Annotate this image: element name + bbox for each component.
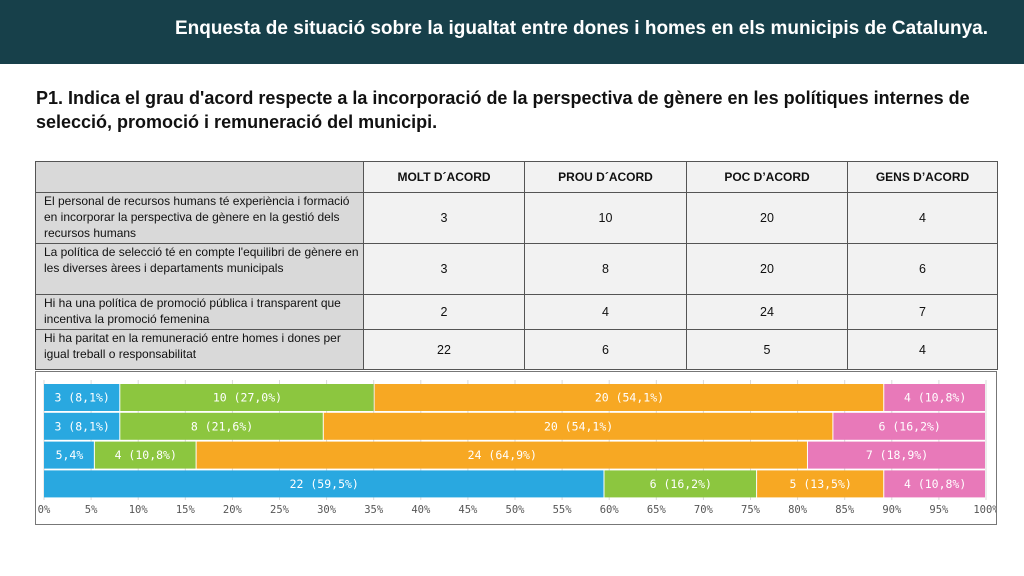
header-bar: Enquesta de situació sobre la igualtat e…	[0, 0, 1024, 64]
bar-segment	[120, 384, 374, 411]
cell-value: 5	[686, 329, 848, 370]
question-text: P1. Indica el grau d'acord respecte a la…	[36, 88, 970, 132]
table-header-row: MOLT D´ACORD PROU D´ACORD POC D’ACORD GE…	[35, 161, 998, 193]
data-label: 3 (8,1%)	[54, 391, 109, 405]
data-label: 10 (27,0%)	[213, 391, 282, 405]
cell-value: 20	[686, 243, 848, 295]
bar-segment	[604, 470, 757, 498]
bar-segment	[44, 384, 120, 411]
cell-value: 20	[686, 192, 848, 244]
cell-value: 6	[524, 329, 687, 370]
bar-segment	[44, 470, 604, 498]
x-tick-label: 100%	[973, 504, 996, 516]
x-tick-label: 70%	[694, 504, 714, 516]
row-label: Hi ha una política de promoció pública i…	[35, 294, 364, 330]
column-header: PROU D´ACORD	[524, 161, 687, 193]
bar-segment	[833, 412, 985, 440]
cell-value: 22	[363, 329, 525, 370]
x-tick-label: 55%	[553, 504, 573, 516]
data-label: 6 (16,2%)	[879, 419, 941, 433]
bar-segment	[196, 441, 807, 469]
bar-segment	[374, 384, 884, 411]
bar-segment	[120, 412, 323, 440]
x-tick-label: 35%	[364, 504, 384, 516]
table-row: Hi ha paritat en la remuneració entre ho…	[35, 329, 998, 370]
x-tick-label: 50%	[506, 504, 526, 516]
x-tick-label: 95%	[929, 504, 949, 516]
data-label: 20 (54,1%)	[544, 419, 613, 433]
x-tick-label: 90%	[882, 504, 902, 516]
survey-table: MOLT D´ACORD PROU D´ACORD POC D’ACORD GE…	[35, 161, 998, 370]
cell-value: 3	[363, 192, 525, 244]
bar-segment	[94, 441, 196, 469]
column-header: GENS D’ACORD	[847, 161, 998, 193]
cell-value: 10	[524, 192, 687, 244]
data-label: 7 (18,9%)	[866, 448, 928, 462]
cell-value: 4	[524, 294, 687, 330]
bar-segment	[757, 470, 884, 498]
table-row: El personal de recursos humans té experi…	[35, 192, 998, 244]
x-tick-label: 80%	[788, 504, 808, 516]
cell-value: 2	[363, 294, 525, 330]
column-header: POC D’ACORD	[686, 161, 848, 193]
data-label: 3 (8,1%)	[54, 419, 109, 433]
bar-segment	[44, 441, 94, 469]
x-tick-label: 60%	[600, 504, 620, 516]
bar-segment	[44, 412, 120, 440]
data-label: 4 (10,8%)	[904, 477, 966, 491]
x-tick-label: 65%	[647, 504, 667, 516]
x-tick-label: 30%	[317, 504, 337, 516]
x-tick-label: 10%	[129, 504, 149, 516]
data-label: 24 (64,9%)	[468, 448, 537, 462]
page-title: Enquesta de situació sobre la igualtat e…	[175, 18, 988, 39]
x-tick-label: 20%	[223, 504, 243, 516]
bar-segment	[807, 441, 985, 469]
x-tick-label: 15%	[176, 504, 196, 516]
cell-value: 4	[847, 329, 998, 370]
data-label: 6 (16,2%)	[650, 477, 712, 491]
cell-value: 8	[524, 243, 687, 295]
x-tick-label: 0%	[38, 504, 51, 516]
table-row: Hi ha una política de promoció pública i…	[35, 294, 998, 330]
x-tick-label: 75%	[741, 504, 761, 516]
row-label: La política de selecció té en compte l'e…	[35, 243, 364, 295]
data-label: 4 (10,8%)	[115, 448, 177, 462]
column-header: MOLT D´ACORD	[363, 161, 525, 193]
x-tick-label: 25%	[270, 504, 290, 516]
cell-value: 6	[847, 243, 998, 295]
table-row: La política de selecció té en compte l'e…	[35, 243, 998, 295]
data-label: 4 (10,8%)	[904, 391, 966, 405]
table-corner-cell	[35, 161, 364, 193]
cell-value: 24	[686, 294, 848, 330]
row-label: Hi ha paritat en la remuneració entre ho…	[35, 329, 364, 370]
cell-value: 4	[847, 192, 998, 244]
row-label: El personal de recursos humans té experi…	[35, 192, 364, 244]
data-label: 5 (13,5%)	[790, 477, 852, 491]
data-label: 22 (59,5%)	[290, 477, 359, 491]
x-tick-label: 85%	[835, 504, 855, 516]
x-tick-label: 40%	[411, 504, 431, 516]
bar-segment	[323, 412, 833, 440]
x-tick-label: 45%	[458, 504, 478, 516]
bar-segment	[884, 470, 985, 498]
stacked-bar-chart: 0% 5% 10% 15% 20% 25% 30% 35% 40% 45% 50% 55% 60% 65%…	[38, 380, 999, 516]
data-label: 20 (54,1%)	[595, 391, 664, 405]
data-label: 8 (21,6%)	[191, 419, 253, 433]
chart-container: 0% 5% 10% 15% 20% 25% 30% 35% 40% 45% 50% 55% 60% 65%…	[35, 371, 999, 525]
cell-value: 7	[847, 294, 998, 330]
data-label: 5,4%	[56, 448, 84, 462]
x-tick-label: 5%	[85, 504, 98, 516]
cell-value: 3	[363, 243, 525, 295]
bar-segment	[884, 384, 985, 411]
